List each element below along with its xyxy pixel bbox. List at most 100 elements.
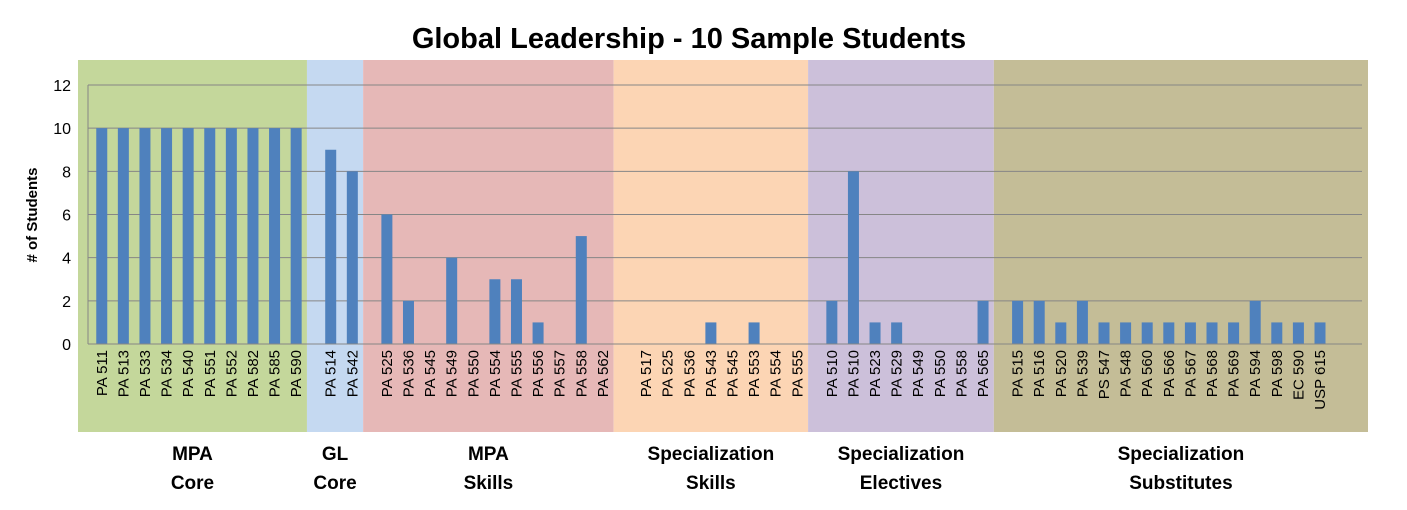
x-tick-label: PA 549 <box>910 350 927 397</box>
bar <box>489 279 501 344</box>
group-label: Core <box>171 473 214 494</box>
bar <box>1249 300 1261 344</box>
x-tick-label: PA 545 <box>724 350 741 397</box>
group-band-5 <box>993 60 1368 432</box>
x-tick-label: PA 510 <box>824 350 841 397</box>
category-group-bands <box>78 60 1368 432</box>
x-tick-label: PS 547 <box>1096 350 1113 399</box>
y-tick-label: 6 <box>62 208 71 225</box>
bar <box>1314 322 1326 344</box>
group-band-4 <box>808 60 994 432</box>
x-tick-label: PA 533 <box>137 350 154 397</box>
bar <box>1206 322 1218 344</box>
x-tick-label: PA 520 <box>1053 350 1070 397</box>
x-tick-label: PA 558 <box>573 350 590 397</box>
x-tick-label: PA 560 <box>1139 350 1156 397</box>
x-tick-label: PA 585 <box>267 350 284 397</box>
x-tick-label: PA 549 <box>444 350 461 397</box>
bar <box>510 279 522 344</box>
bar <box>1012 300 1024 344</box>
x-tick-label: PA 523 <box>867 350 884 397</box>
group-label: Core <box>313 473 356 494</box>
bar <box>575 236 587 344</box>
x-tick-label: PA 566 <box>1161 350 1178 397</box>
bar <box>269 128 281 344</box>
x-tick-label: PA 552 <box>223 350 240 397</box>
bar <box>204 128 216 344</box>
bar <box>446 257 458 344</box>
bar <box>161 128 173 344</box>
bar <box>139 128 151 344</box>
bar <box>402 300 414 344</box>
x-tick-label: PA 553 <box>746 350 763 397</box>
bar <box>247 128 259 344</box>
group-label: MPA <box>172 444 213 465</box>
group-labels: MPA Core GL Core MPA Skills Specialization Skil… <box>171 444 1244 494</box>
x-tick-label: PA 555 <box>508 350 525 397</box>
bar <box>826 300 838 344</box>
x-tick-label: PA 525 <box>379 350 396 397</box>
x-tick-label: PA 557 <box>552 350 569 397</box>
x-tick-label: PA 517 <box>638 350 655 397</box>
group-label: MPA <box>468 444 509 465</box>
x-tick-label: PA 558 <box>953 350 970 397</box>
bar <box>1163 322 1175 344</box>
y-tick-label: 2 <box>62 294 71 311</box>
x-tick-label: PA 510 <box>845 350 862 397</box>
x-tick-label: PA 568 <box>1204 350 1221 397</box>
group-label: Specialization <box>648 444 775 465</box>
x-tick-label: PA 539 <box>1074 350 1091 397</box>
bar <box>847 171 859 344</box>
group-label: GL <box>322 444 349 465</box>
group-label: Specialization <box>1118 444 1245 465</box>
x-tick-label: PA 562 <box>595 350 612 397</box>
group-label: Specialization <box>838 444 965 465</box>
x-tick-label: PA 514 <box>323 350 340 397</box>
bar <box>1271 322 1283 344</box>
bar <box>748 322 760 344</box>
x-tick-label: PA 598 <box>1269 350 1286 397</box>
bar <box>1076 300 1088 344</box>
bar <box>381 214 393 344</box>
chart-title: Global Leadership - 10 Sample Students <box>412 23 966 55</box>
bar <box>1141 322 1153 344</box>
bar <box>225 128 237 344</box>
x-tick-label: PA 550 <box>465 350 482 397</box>
y-axis-ticks: 0 2 4 6 8 10 12 <box>53 78 71 354</box>
y-tick-label: 0 <box>62 337 71 354</box>
bar <box>182 128 194 344</box>
bar <box>346 171 358 344</box>
x-tick-label: PA 542 <box>344 350 361 397</box>
x-tick-label: PA 543 <box>703 350 720 397</box>
x-tick-label: PA 582 <box>245 350 262 397</box>
bar <box>532 322 544 344</box>
group-label: Electives <box>860 473 942 494</box>
x-tick-label: PA 536 <box>681 350 698 397</box>
x-tick-label: PA 554 <box>768 350 785 397</box>
x-axis-ticks: PA 511 PA 513 PA 533 PA 534 PA 540 PA 551 PA 5… <box>94 350 1329 410</box>
x-tick-label: PA 567 <box>1182 350 1199 397</box>
bar <box>325 149 337 344</box>
group-label: Substitutes <box>1129 473 1232 494</box>
y-axis-label: # of Students <box>24 167 41 262</box>
x-tick-label: PA 556 <box>530 350 547 397</box>
bar <box>1055 322 1067 344</box>
x-tick-label: PA 555 <box>789 350 806 397</box>
y-tick-label: 10 <box>53 121 71 138</box>
bar <box>891 322 903 344</box>
x-tick-label: PA 548 <box>1118 350 1135 397</box>
x-tick-label: PA 569 <box>1226 350 1243 397</box>
axes <box>87 85 1362 345</box>
x-tick-label: PA 565 <box>975 350 992 397</box>
bar <box>705 322 717 344</box>
bar <box>290 128 302 344</box>
bar <box>869 322 881 344</box>
bar <box>1292 322 1304 344</box>
x-tick-label: USP 615 <box>1312 350 1329 410</box>
x-tick-label: PA 545 <box>422 350 439 397</box>
group-band-3 <box>613 60 809 432</box>
bar <box>1228 322 1240 344</box>
group-band-2 <box>363 60 614 432</box>
x-tick-label: PA 554 <box>487 350 504 397</box>
